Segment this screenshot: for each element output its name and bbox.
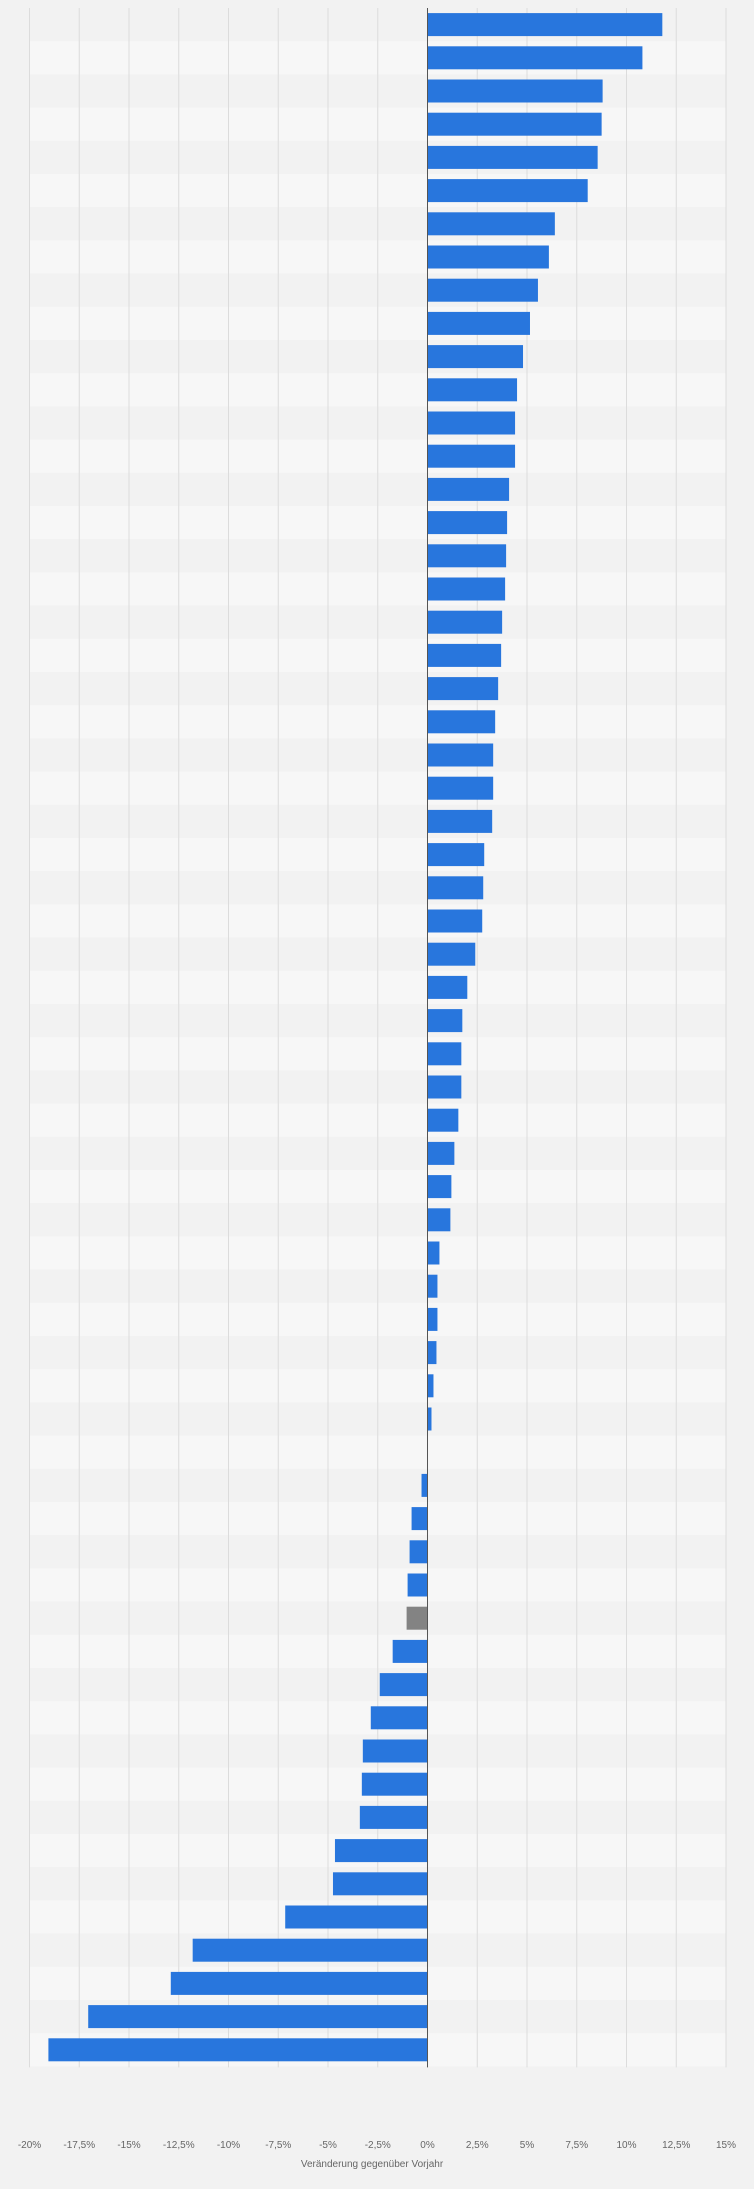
bar[interactable] — [427, 212, 555, 236]
x-axis-ticks: -20% -17,5% -15% -12,5% -10% -7,5% -5% -2,5% 0% 2… — [18, 2140, 736, 2151]
bar[interactable] — [427, 876, 484, 900]
bar[interactable] — [427, 46, 643, 70]
bar[interactable] — [427, 1274, 438, 1298]
bar[interactable] — [427, 1108, 459, 1132]
x-tick-label: 7,5% — [565, 2140, 588, 2151]
bar[interactable] — [362, 1739, 428, 1763]
x-tick-label: 12,5% — [662, 2140, 690, 2151]
bar[interactable] — [427, 79, 603, 103]
bar[interactable] — [407, 1573, 428, 1597]
bar[interactable] — [427, 179, 588, 203]
bar[interactable] — [379, 1673, 428, 1697]
bar[interactable] — [427, 1175, 452, 1199]
grid-lines — [29, 8, 727, 2068]
bar[interactable] — [427, 909, 483, 933]
x-tick-label: 0% — [420, 2140, 435, 2151]
x-tick-label: -17,5% — [63, 2140, 95, 2151]
bar[interactable] — [409, 1540, 428, 1564]
x-tick-label: 15% — [716, 2140, 736, 2151]
x-tick-label: 2,5% — [466, 2140, 489, 2151]
bar[interactable] — [427, 1075, 462, 1099]
bar[interactable] — [427, 1042, 462, 1066]
bar[interactable] — [427, 112, 602, 136]
bar[interactable] — [170, 1971, 428, 1995]
bar[interactable] — [285, 1905, 428, 1929]
bar[interactable] — [48, 2038, 428, 2062]
x-axis-title: Veränderung gegenüber Vorjahr — [301, 2159, 444, 2170]
bar[interactable] — [411, 1507, 428, 1531]
bar[interactable] — [427, 544, 507, 568]
bar[interactable] — [427, 378, 518, 402]
bar[interactable] — [427, 477, 510, 501]
bar[interactable] — [427, 975, 468, 999]
bars — [48, 13, 663, 2062]
x-tick-label: -12,5% — [163, 2140, 195, 2151]
bar[interactable] — [361, 1772, 428, 1796]
bar[interactable] — [427, 278, 538, 302]
bar[interactable] — [427, 1208, 451, 1232]
bar[interactable] — [427, 577, 506, 601]
bar[interactable] — [334, 1839, 428, 1863]
bar[interactable] — [427, 809, 493, 833]
bar[interactable] — [88, 2005, 428, 2029]
bar[interactable] — [427, 843, 485, 867]
bar[interactable] — [392, 1639, 428, 1663]
x-tick-label: -7,5% — [265, 2140, 291, 2151]
bar[interactable] — [427, 643, 502, 667]
bar[interactable] — [427, 511, 508, 535]
bar[interactable] — [427, 610, 503, 634]
bar[interactable] — [370, 1706, 428, 1730]
bar[interactable] — [427, 13, 663, 37]
x-tick-label: 10% — [616, 2140, 636, 2151]
x-tick-label: -20% — [18, 2140, 41, 2151]
bar[interactable] — [427, 942, 476, 966]
bar[interactable] — [427, 1407, 432, 1431]
bar[interactable] — [427, 1009, 463, 1033]
bar[interactable] — [427, 1307, 438, 1331]
bar[interactable] — [332, 1872, 428, 1896]
bar[interactable] — [427, 444, 516, 468]
x-tick-label: 5% — [520, 2140, 535, 2151]
bar[interactable] — [427, 776, 494, 800]
bar[interactable] — [427, 411, 516, 435]
bar[interactable] — [427, 1341, 437, 1365]
bar[interactable] — [427, 311, 530, 335]
bar[interactable] — [421, 1473, 428, 1497]
bar[interactable] — [427, 677, 499, 701]
bar[interactable] — [427, 1141, 455, 1165]
bar[interactable] — [427, 245, 549, 269]
bar[interactable] — [427, 145, 598, 169]
bar[interactable] — [427, 345, 524, 369]
x-tick-label: -10% — [217, 2140, 240, 2151]
bar[interactable] — [406, 1606, 428, 1630]
bar[interactable] — [359, 1805, 428, 1829]
bar[interactable] — [427, 1241, 440, 1265]
bar[interactable] — [192, 1938, 428, 1962]
bar[interactable] — [427, 710, 496, 734]
x-tick-label: -2,5% — [365, 2140, 391, 2151]
x-tick-label: -5% — [319, 2140, 337, 2151]
bar[interactable] — [427, 1374, 434, 1398]
bar[interactable] — [427, 743, 494, 767]
x-tick-label: -15% — [117, 2140, 140, 2151]
